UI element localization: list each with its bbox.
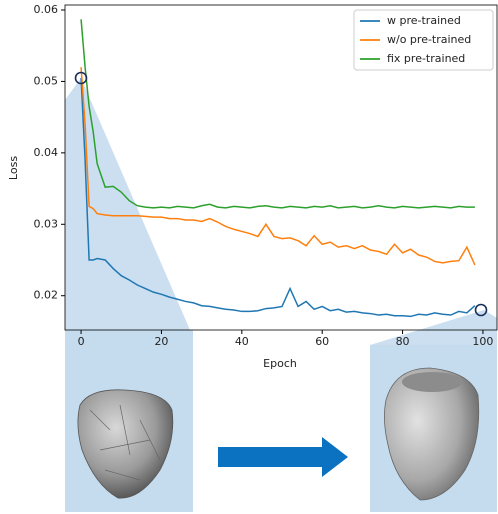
- line: [80, 67, 476, 266]
- x-tick-label: 60: [315, 335, 329, 348]
- y-axis-label: Loss: [7, 156, 20, 180]
- line: [80, 77, 476, 318]
- x-axis-label: Epoch: [263, 357, 297, 370]
- y-tick-label: 0.05: [34, 74, 59, 87]
- highlight-circle: [474, 303, 488, 317]
- arrow: [218, 437, 348, 477]
- legend-label: w/o pre-trained: [387, 33, 471, 46]
- highlight-circle: [74, 71, 88, 85]
- legend-label: w pre-trained: [387, 14, 461, 27]
- x-tick-label: 20: [154, 335, 168, 348]
- heart-raw: [77, 389, 174, 499]
- x-tick-label: 100: [472, 335, 493, 348]
- heart-opening: [402, 372, 462, 392]
- legend-box: [353, 9, 494, 71]
- x-tick-label: 40: [235, 335, 249, 348]
- plot-frame: [64, 4, 498, 331]
- x-tick-label: 0: [78, 335, 85, 348]
- heart-texture: [89, 404, 161, 481]
- y-tick-label: 0.03: [34, 217, 59, 230]
- heart-smooth: [384, 367, 480, 501]
- plot: 0 20 40 60 80 100 0.02 0.03 0.04 0.05 0.06 w pre-tr…: [34, 3, 494, 348]
- legend: w pre-trained w/o pre-trained fix pre-trai…: [353, 9, 494, 71]
- y-tick-label: 0.04: [34, 146, 59, 159]
- y-tick-label: 0.02: [34, 289, 59, 302]
- line: [80, 19, 475, 209]
- y-tick-label: 0.06: [34, 3, 59, 16]
- legend-label: fix pre-trained: [387, 52, 465, 65]
- x-tick-label: 80: [396, 335, 410, 348]
